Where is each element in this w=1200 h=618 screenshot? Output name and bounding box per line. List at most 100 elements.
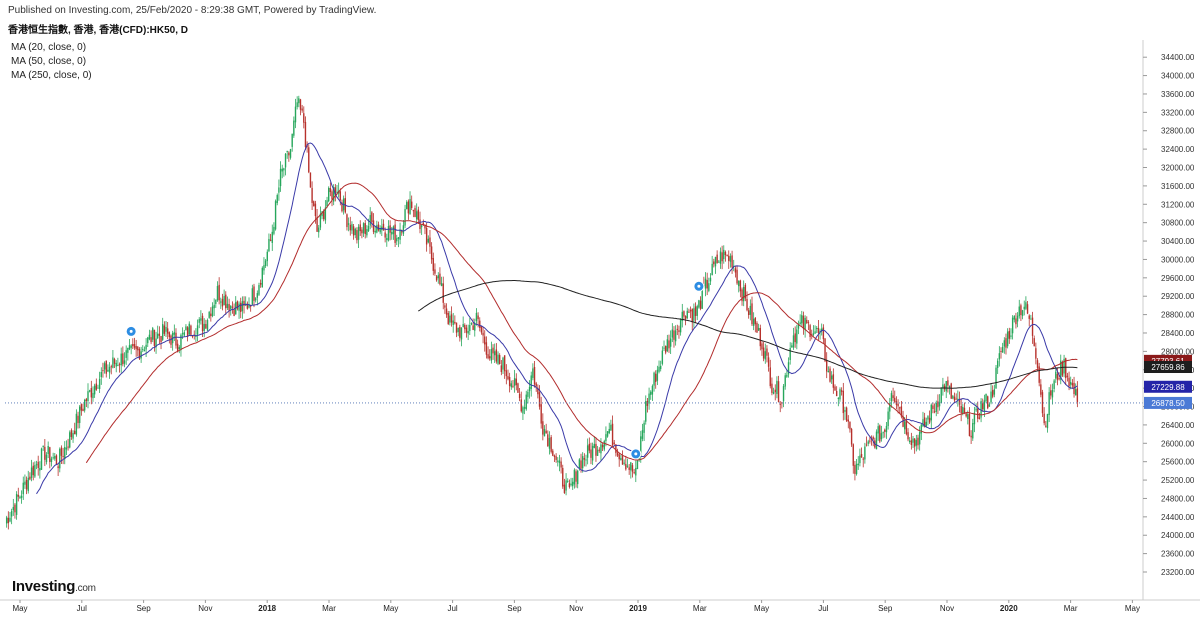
candle-body xyxy=(195,335,197,337)
candle-body xyxy=(1063,358,1065,374)
candle-body xyxy=(59,448,61,469)
candle-body xyxy=(437,275,439,279)
candle-body xyxy=(412,210,415,212)
candle-body xyxy=(163,325,166,334)
candle-body xyxy=(210,313,212,317)
candle-body xyxy=(447,313,449,325)
candle-body xyxy=(653,372,655,386)
candle-body xyxy=(323,211,325,220)
candle-body xyxy=(973,412,976,425)
candle-body xyxy=(203,323,205,331)
indicator-ma20-label[interactable]: MA (20, close, 0) xyxy=(11,42,87,53)
candle-body xyxy=(311,187,313,203)
dividend-marker[interactable] xyxy=(630,448,642,460)
candle-body xyxy=(162,324,164,340)
candle-body xyxy=(397,237,400,239)
y-tick-label: 30000.00 xyxy=(1161,255,1195,264)
candle-body xyxy=(977,408,979,419)
candle-body xyxy=(684,316,687,320)
candle-body xyxy=(19,496,21,498)
candle-body xyxy=(630,462,632,471)
candle-body xyxy=(995,367,997,389)
candle-body xyxy=(1010,335,1012,337)
candle-body xyxy=(660,365,662,370)
candle-body xyxy=(1066,375,1069,377)
candle-body xyxy=(65,447,68,450)
candle-body xyxy=(583,458,586,460)
candle-body xyxy=(789,348,791,361)
candle-body xyxy=(963,407,966,413)
candle-body xyxy=(962,406,964,414)
candle-body xyxy=(112,357,114,368)
candle-body xyxy=(950,383,952,399)
candle-body xyxy=(170,335,172,345)
candle-body xyxy=(631,465,634,472)
candle-body xyxy=(374,230,376,233)
candle-body xyxy=(591,445,594,461)
dividend-markers[interactable] xyxy=(125,280,705,460)
indicator-ma50-label[interactable]: MA (50, close, 0) xyxy=(11,56,87,67)
y-tick-label: 24000.00 xyxy=(1161,531,1195,540)
candle-body xyxy=(600,444,602,454)
candle-body xyxy=(240,302,242,312)
candle-body xyxy=(575,471,577,482)
candle-body xyxy=(407,201,410,214)
candle-body xyxy=(626,465,629,467)
candle-body xyxy=(415,211,418,220)
moving-average-lines xyxy=(5,142,1143,495)
candle-body xyxy=(226,303,229,308)
candle-body xyxy=(801,315,803,324)
candle-body xyxy=(799,322,801,325)
candle-body xyxy=(708,283,710,291)
candle-body xyxy=(837,397,840,399)
candle-body xyxy=(796,329,798,344)
dividend-marker[interactable] xyxy=(125,325,137,337)
candle-body xyxy=(37,461,39,468)
candle-body xyxy=(635,467,637,476)
published-header: Published on Investing.com, 25/Feb/2020 … xyxy=(8,5,377,16)
candle-body xyxy=(175,332,177,346)
indicator-ma250-label[interactable]: MA (250, close, 0) xyxy=(11,70,92,81)
candle-body xyxy=(988,404,991,407)
candle-body xyxy=(656,369,659,381)
candle-body xyxy=(115,362,117,367)
price-label-text: 27659.86 xyxy=(1151,363,1185,372)
candle-body xyxy=(643,422,645,433)
candle-body xyxy=(427,238,429,243)
candle-body xyxy=(557,460,559,462)
candle-body xyxy=(993,389,996,395)
candle-body xyxy=(452,320,454,325)
candle-body xyxy=(515,378,517,386)
candle-body xyxy=(596,449,599,456)
candle-body xyxy=(513,378,516,386)
candle-body xyxy=(313,201,315,207)
x-tick-label: Nov xyxy=(569,604,583,613)
candle-body xyxy=(716,254,718,264)
candle-body xyxy=(970,435,972,438)
candle-body xyxy=(786,374,788,377)
y-tick-label: 25200.00 xyxy=(1161,476,1195,485)
candle-body xyxy=(487,354,489,359)
candle-body xyxy=(35,464,38,466)
candle-body xyxy=(505,370,508,377)
candle-body xyxy=(462,324,464,328)
candle-body xyxy=(133,344,136,348)
dividend-marker[interactable] xyxy=(693,280,705,292)
candle-body xyxy=(679,320,682,333)
candle-body xyxy=(296,102,298,107)
candle-body xyxy=(829,368,831,382)
candle-body xyxy=(208,311,210,318)
candle-body xyxy=(100,372,102,378)
candle-body xyxy=(324,207,327,221)
candle-body xyxy=(401,231,403,233)
candle-body xyxy=(117,365,119,367)
candle-body xyxy=(387,226,390,241)
candle-body xyxy=(933,411,936,413)
candle-body xyxy=(276,195,278,203)
candle-body xyxy=(216,286,219,301)
candle-body xyxy=(386,238,388,241)
candle-body xyxy=(734,268,737,273)
candle-body xyxy=(510,383,512,388)
candle-body xyxy=(797,324,800,329)
